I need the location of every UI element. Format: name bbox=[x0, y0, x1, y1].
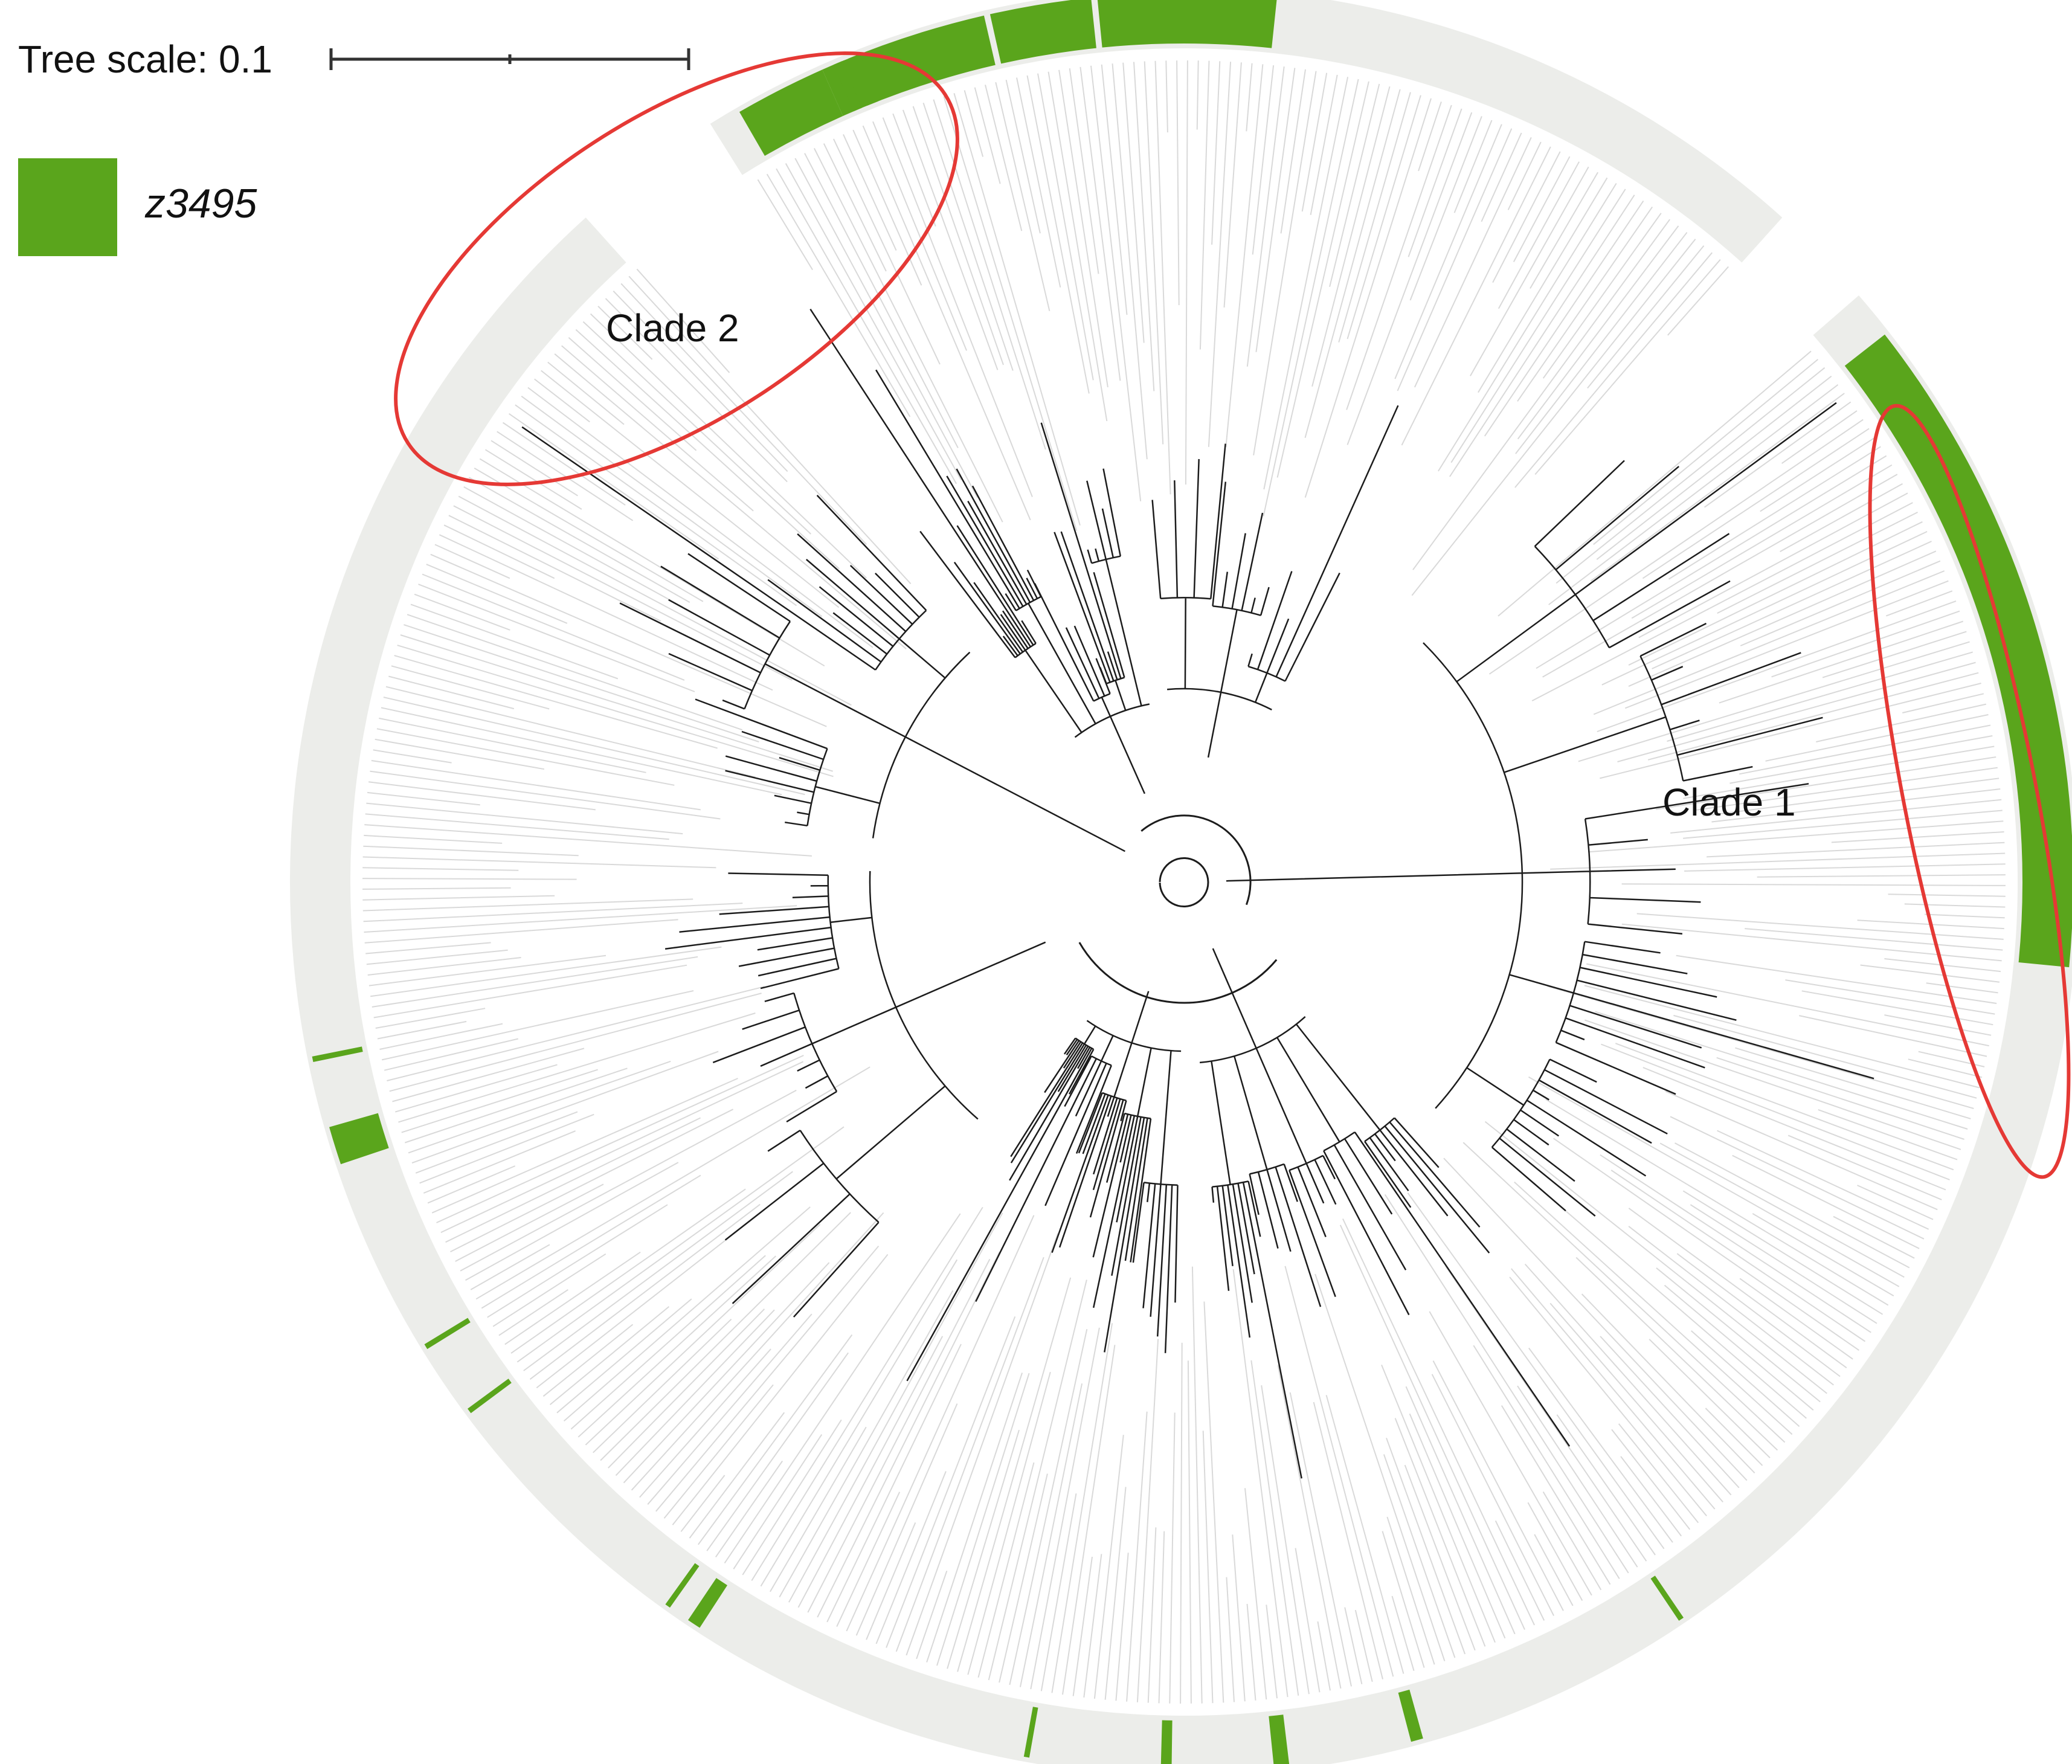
presence-block-8 bbox=[329, 1113, 389, 1165]
leaf-guides bbox=[362, 60, 2006, 1704]
tree-scale-bar: Tree scale: 0.1 bbox=[18, 37, 690, 81]
clade-2-label: Clade 2 bbox=[606, 306, 739, 350]
clade-branches-7 bbox=[1151, 405, 1399, 758]
clade-branches-1 bbox=[1226, 402, 1874, 1217]
presence-block-11 bbox=[1269, 1714, 1290, 1764]
clade-1-ellipse bbox=[1868, 404, 2071, 1179]
legend-label: z3495 bbox=[144, 181, 257, 227]
leaf-guide-lines bbox=[362, 60, 2006, 1704]
presence-block-1 bbox=[1844, 334, 2072, 968]
clade-branches-2 bbox=[1199, 948, 1571, 1479]
presence-tick-3 bbox=[468, 1379, 512, 1414]
clade-1-label: Clade 1 bbox=[1662, 781, 1796, 824]
legend: z3495 bbox=[18, 158, 257, 256]
root-arc bbox=[1159, 857, 1209, 907]
tree-branches bbox=[521, 309, 1874, 1479]
presence-block-5 bbox=[739, 69, 843, 156]
presence-block-10 bbox=[1160, 1720, 1173, 1764]
presence-tick-2 bbox=[424, 1318, 471, 1350]
presence-block-3 bbox=[848, 54, 878, 106]
presence-tick-6 bbox=[1650, 1576, 1684, 1621]
presence-tick-1 bbox=[312, 1046, 363, 1062]
backbone-arc-2 bbox=[1078, 942, 1278, 1004]
presence-block-9 bbox=[688, 1578, 727, 1628]
backbone-arc-1 bbox=[1141, 814, 1252, 906]
presence-block-6 bbox=[989, 0, 1096, 64]
presence-tick-5 bbox=[1023, 1707, 1038, 1758]
presence-block-4 bbox=[834, 61, 862, 112]
legend-swatch bbox=[18, 158, 117, 256]
clade-branches-3 bbox=[906, 991, 1182, 1382]
clade-branches-6 bbox=[809, 309, 1150, 794]
clade-2-ellipse bbox=[394, 51, 959, 486]
clade-branches-4 bbox=[664, 871, 1046, 1318]
presence-tick-4 bbox=[665, 1563, 700, 1608]
clade-1-highlight: Clade 1 bbox=[1662, 404, 2071, 1179]
clade-2-highlight: Clade 2 bbox=[394, 51, 959, 486]
tree-group bbox=[290, 0, 2072, 1764]
tree-scale-label: Tree scale: 0.1 bbox=[18, 37, 272, 81]
presence-block-12 bbox=[1398, 1689, 1423, 1742]
clade-branches-5 bbox=[521, 426, 1125, 852]
presence-block-7 bbox=[1097, 0, 1277, 48]
